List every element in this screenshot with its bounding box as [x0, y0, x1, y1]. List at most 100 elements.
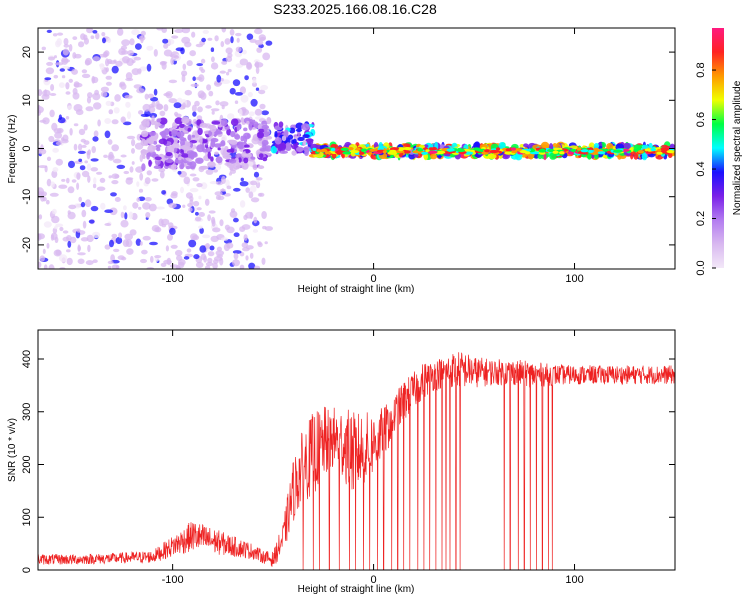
spectrogram-cell [261, 110, 269, 116]
spectrogram-cell [265, 145, 272, 152]
spectrogram-cell [131, 139, 136, 147]
spectrogram-cell [100, 202, 106, 210]
spectrogram-cell [250, 197, 260, 203]
spectrogram-cell [255, 177, 263, 181]
spectrogram-cell [264, 241, 268, 245]
spectrogram-cell [510, 147, 517, 151]
spectrogram-cell [91, 76, 99, 84]
spectrogram-cell [183, 176, 191, 185]
spectrogram-x-tick-label: 0 [371, 273, 377, 285]
spectrogram-cell [178, 156, 182, 161]
spectrogram-cell [111, 144, 119, 152]
spectrogram-cell [136, 197, 140, 202]
spectrogram-cell [71, 68, 78, 75]
spectrogram-cell [588, 149, 594, 153]
spectrogram-cell [305, 138, 314, 142]
spectrogram-cell [42, 248, 46, 254]
spectrogram-cell [145, 212, 151, 218]
spectrogram-cell [505, 148, 512, 152]
spectrogram-cell [192, 144, 197, 150]
spectrogram-cell [181, 153, 190, 158]
spectrogram-cell [256, 47, 263, 53]
spectrogram-cell [91, 146, 96, 154]
spectrogram-cell [68, 204, 77, 210]
spectrogram-cell [159, 170, 165, 179]
spectrogram-cell [220, 237, 229, 241]
spectrogram-cell [54, 236, 59, 243]
spectrogram-cell [140, 258, 147, 264]
spectrogram-cell [195, 211, 199, 216]
spectrogram-cell [425, 149, 430, 153]
spectrogram-cell [188, 239, 197, 248]
spectrogram-cell [93, 102, 102, 110]
spectrogram-cell [43, 221, 52, 228]
spectrogram-y-tick-label: 0 [21, 145, 33, 151]
spectrogram-cell [201, 139, 208, 143]
spectrogram-cell [174, 113, 182, 118]
spectrogram-cell [93, 130, 99, 138]
spectrogram-cell [156, 206, 165, 210]
spectrogram-cell [174, 147, 178, 153]
spectrogram-cell [188, 207, 193, 212]
spectrogram-cell [67, 105, 73, 110]
spectrogram-cell [181, 36, 191, 44]
spectrogram-cell [417, 148, 423, 152]
spectrogram-cell [210, 108, 220, 112]
spectrogram-cell [650, 148, 656, 152]
spectrogram-cell [390, 147, 400, 151]
spectrogram-cell [54, 132, 63, 139]
spectrogram-cell [146, 63, 152, 72]
spectrogram-cell [54, 226, 58, 230]
spectrogram-cell [330, 148, 336, 152]
spectrogram-cell [291, 150, 297, 156]
spectrogram-cell [259, 192, 265, 197]
spectrogram-cell [240, 135, 244, 142]
spectrogram-cell [44, 77, 52, 81]
spectrogram-cell [208, 130, 213, 137]
spectrogram-cell [82, 220, 87, 229]
spectrogram-cell [112, 158, 122, 164]
spectrogram-cell [100, 91, 108, 98]
spectrogram-cell [593, 143, 600, 149]
spectrogram-cell [147, 150, 157, 157]
spectrogram-cell [104, 209, 114, 213]
spectrogram-cell [498, 142, 506, 150]
spectrogram-cell [241, 49, 247, 55]
spectrogram-cell [86, 163, 92, 171]
spectrogram-cell [567, 151, 575, 155]
spectrogram-cell [58, 184, 68, 189]
spectrogram-cell [114, 94, 121, 102]
spectrogram-cell [51, 215, 60, 224]
spectrogram-cell [113, 248, 120, 253]
spectrogram-cell [224, 38, 231, 45]
spectrogram-cell [58, 114, 63, 120]
snr-y-tick-label: 100 [21, 508, 33, 526]
spectrogram-cell [202, 234, 211, 239]
spectrogram-cell [250, 180, 257, 186]
spectrogram-cell [359, 151, 365, 155]
spectrogram-cell [185, 165, 191, 170]
spectrogram-cell [331, 152, 337, 159]
snr-y-tick-label: 300 [21, 403, 33, 421]
spectrogram-cell [126, 248, 134, 255]
spectrogram-cell [538, 149, 545, 153]
spectrogram-cell [216, 74, 222, 83]
spectrogram-cell [184, 89, 192, 96]
colorbar-tick-label: 0.6 [695, 112, 707, 127]
spectrogram-cell [87, 92, 93, 99]
spectrogram-cell [197, 127, 203, 136]
spectrogram-cell [241, 224, 251, 230]
spectrogram-cell [205, 261, 214, 267]
spectrogram-cell [59, 226, 64, 232]
spectrogram-cell [244, 75, 249, 81]
spectrogram-cell [81, 170, 90, 178]
spectrogram-cell [236, 37, 240, 43]
spectrogram-cell [163, 104, 169, 112]
spectrogram-cell [270, 145, 278, 154]
spectrogram-cell [253, 265, 261, 269]
spectrogram-cell [163, 92, 171, 97]
spectrogram-cell [219, 188, 226, 192]
spectrogram-cell [261, 120, 268, 126]
